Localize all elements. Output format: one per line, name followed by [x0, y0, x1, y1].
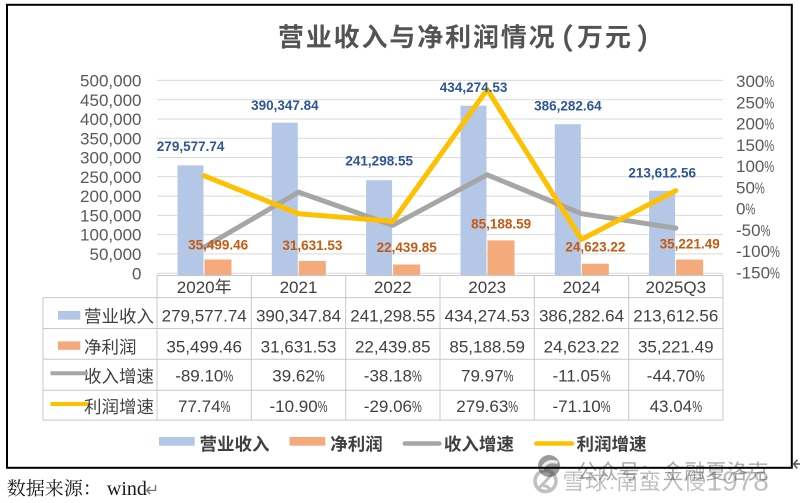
svg-text:-10.90: -10.90	[270, 397, 318, 416]
svg-text:434,274.53: 434,274.53	[440, 80, 508, 95]
svg-text:43.04: 43.04	[650, 397, 693, 416]
svg-text:241,298.55: 241,298.55	[345, 154, 413, 169]
svg-text:31,631.53: 31,631.53	[282, 238, 343, 253]
svg-text:%: %	[412, 368, 422, 385]
svg-text:35,221.49: 35,221.49	[638, 337, 714, 356]
svg-text:250: 250	[736, 93, 764, 112]
svg-text:390,347.84: 390,347.84	[256, 307, 341, 326]
svg-text:279,577.74: 279,577.74	[157, 139, 225, 154]
svg-text:0: 0	[736, 200, 745, 219]
svg-text:1978: 1978	[707, 466, 769, 497]
svg-text:2025Q3: 2025Q3	[646, 278, 707, 297]
svg-text:390,347.84: 390,347.84	[251, 98, 319, 113]
svg-text:%: %	[508, 398, 518, 415]
svg-text:241,298.55: 241,298.55	[350, 307, 435, 326]
svg-text:213,612.56: 213,612.56	[633, 307, 718, 326]
svg-text:%: %	[318, 398, 328, 415]
svg-text:%: %	[764, 73, 774, 90]
svg-text:-50: -50	[736, 221, 761, 240]
svg-text:22,439.85: 22,439.85	[355, 337, 431, 356]
svg-text:250,000: 250,000	[80, 168, 141, 187]
svg-text:-89.10: -89.10	[175, 367, 223, 386]
svg-text:2020: 2020	[177, 278, 215, 297]
svg-text:500,000: 500,000	[80, 72, 141, 91]
svg-text:300: 300	[736, 72, 764, 91]
svg-text:2022: 2022	[374, 278, 412, 297]
svg-text:0: 0	[132, 264, 141, 283]
svg-text:%: %	[601, 398, 611, 415]
svg-text:-38.18: -38.18	[364, 367, 412, 386]
svg-text:100,000: 100,000	[80, 226, 141, 245]
svg-text:31,631.53: 31,631.53	[261, 337, 337, 356]
svg-text:200: 200	[736, 115, 764, 134]
svg-text:213,612.56: 213,612.56	[628, 165, 696, 180]
svg-text:39.62: 39.62	[272, 367, 315, 386]
svg-text:50,000: 50,000	[90, 245, 142, 264]
svg-text:350,000: 350,000	[80, 129, 141, 148]
svg-text:%: %	[761, 222, 771, 239]
svg-text:-71.10: -71.10	[553, 397, 601, 416]
svg-text:-11.05: -11.05	[553, 367, 600, 386]
svg-text:%: %	[695, 368, 705, 385]
svg-text:434,274.53: 434,274.53	[445, 307, 530, 326]
svg-text:200,000: 200,000	[80, 187, 141, 206]
svg-text:%: %	[770, 265, 780, 282]
svg-text:2021: 2021	[280, 278, 318, 297]
svg-text:%: %	[764, 137, 774, 154]
svg-text:%: %	[764, 158, 774, 175]
svg-text:2024: 2024	[563, 278, 601, 297]
svg-text:35,499.46: 35,499.46	[188, 237, 249, 252]
svg-text:22,439.85: 22,439.85	[377, 240, 438, 255]
svg-text:77.74: 77.74	[178, 397, 221, 416]
svg-text:35,499.46: 35,499.46	[166, 337, 242, 356]
svg-text:wind: wind	[107, 478, 147, 500]
svg-text:%: %	[764, 95, 774, 112]
svg-text:%: %	[315, 368, 325, 385]
svg-text:%: %	[755, 180, 765, 197]
svg-text:279,577.74: 279,577.74	[162, 307, 247, 326]
svg-text:%: %	[746, 201, 756, 218]
svg-text:50: 50	[736, 178, 755, 197]
svg-text:-150: -150	[736, 264, 770, 283]
svg-text:-29.06: -29.06	[364, 397, 412, 416]
svg-text:%: %	[770, 243, 780, 260]
svg-text:-100: -100	[736, 242, 770, 261]
svg-text::: :	[610, 472, 616, 494]
svg-text:-44.70: -44.70	[647, 367, 695, 386]
svg-text:279.63: 279.63	[456, 397, 508, 416]
svg-text:%: %	[223, 368, 233, 385]
svg-text:24,623.22: 24,623.22	[544, 337, 620, 356]
svg-text:100: 100	[736, 157, 764, 176]
svg-text:300,000: 300,000	[80, 149, 141, 168]
svg-text:%: %	[412, 398, 422, 415]
svg-text:386,282.64: 386,282.64	[534, 98, 602, 113]
svg-text:79.97: 79.97	[461, 367, 504, 386]
svg-text:386,282.64: 386,282.64	[539, 307, 624, 326]
svg-text:400,000: 400,000	[80, 110, 141, 129]
svg-text:%: %	[601, 368, 611, 385]
svg-text:%: %	[692, 398, 702, 415]
svg-text:2023: 2023	[468, 278, 506, 297]
svg-text:85,188.59: 85,188.59	[449, 337, 525, 356]
svg-text:150,000: 150,000	[80, 207, 141, 226]
svg-text:150: 150	[736, 136, 764, 155]
svg-text:450,000: 450,000	[80, 91, 141, 110]
svg-text:%: %	[221, 398, 231, 415]
svg-text:24,623.22: 24,623.22	[565, 239, 625, 254]
svg-text:35,221.49: 35,221.49	[660, 237, 720, 252]
svg-text:%: %	[764, 116, 774, 133]
svg-text:%: %	[504, 368, 514, 385]
svg-text:85,188.59: 85,188.59	[471, 217, 531, 232]
